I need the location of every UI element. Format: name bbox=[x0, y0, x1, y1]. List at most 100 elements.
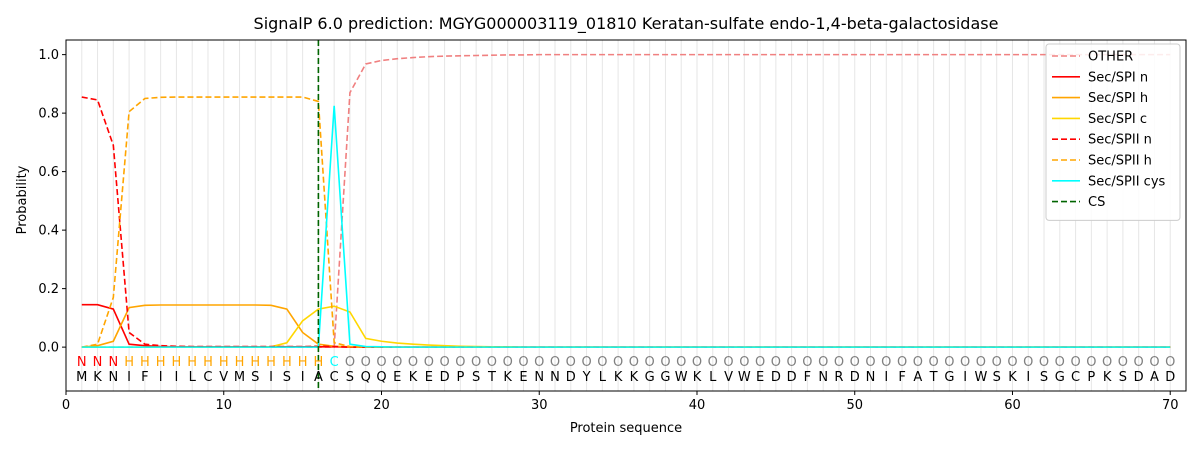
legend-label: Sec/SPII h bbox=[1088, 154, 1152, 169]
residue-label: H bbox=[298, 355, 308, 370]
residue-label: N bbox=[93, 355, 103, 370]
residue-letter: S bbox=[1040, 370, 1048, 385]
residue-label: O bbox=[676, 355, 686, 370]
residue-letter: S bbox=[993, 370, 1001, 385]
x-tick-label: 30 bbox=[531, 398, 548, 413]
sequence-layer: NMNKNNHIHFHIHIHLHCHVHMHSHIHSHIHACCOSOQOQ… bbox=[76, 355, 1175, 385]
x-tick-label: 20 bbox=[373, 398, 390, 413]
residue-label: O bbox=[581, 355, 591, 370]
residue-label: O bbox=[944, 355, 954, 370]
residue-label: O bbox=[1102, 355, 1112, 370]
x-tick-label: 0 bbox=[62, 398, 70, 413]
residue-letter: E bbox=[393, 370, 401, 385]
residue-label: O bbox=[1007, 355, 1017, 370]
residue-letter: S bbox=[283, 370, 291, 385]
residue-label: H bbox=[219, 355, 229, 370]
residue-label: O bbox=[708, 355, 718, 370]
residue-letter: S bbox=[472, 370, 480, 385]
legend-label: Sec/SPI n bbox=[1088, 70, 1148, 85]
residue-label: O bbox=[928, 355, 938, 370]
residue-letter: G bbox=[1055, 370, 1065, 385]
residue-label: H bbox=[172, 355, 182, 370]
residue-letter: L bbox=[709, 370, 717, 385]
residue-label: O bbox=[629, 355, 639, 370]
residue-letter: N bbox=[534, 370, 544, 385]
residue-letter: I bbox=[175, 370, 179, 385]
residue-label: O bbox=[471, 355, 481, 370]
residue-letter: K bbox=[1008, 370, 1017, 385]
residue-label: H bbox=[250, 355, 260, 370]
residue-letter: P bbox=[1087, 370, 1095, 385]
residue-letter: C bbox=[330, 370, 339, 385]
residue-letter: S bbox=[251, 370, 259, 385]
residue-label: O bbox=[1134, 355, 1144, 370]
residue-letter: K bbox=[1103, 370, 1112, 385]
residue-label: O bbox=[1118, 355, 1128, 370]
series-line-other bbox=[81, 53, 1171, 348]
residue-letter: K bbox=[614, 370, 623, 385]
residue-letter: N bbox=[818, 370, 828, 385]
residue-letter: K bbox=[693, 370, 702, 385]
residue-label: O bbox=[692, 355, 702, 370]
residue-letter: Q bbox=[361, 370, 371, 385]
residue-label: C bbox=[330, 355, 339, 370]
residue-letter: K bbox=[93, 370, 102, 385]
plot-frame bbox=[65, 39, 1187, 392]
residue-letter: N bbox=[550, 370, 560, 385]
x-axis-title: Protein sequence bbox=[570, 421, 682, 436]
residue-label: H bbox=[187, 355, 197, 370]
residue-label: O bbox=[1149, 355, 1159, 370]
residue-letter: G bbox=[944, 370, 954, 385]
residue-label: O bbox=[345, 355, 355, 370]
residue-letter: D bbox=[440, 370, 450, 385]
residue-letter: A bbox=[913, 370, 922, 385]
series-line-sec-spii-h bbox=[81, 96, 1171, 348]
residue-label: O bbox=[897, 355, 907, 370]
residue-letter: T bbox=[487, 370, 496, 385]
residue-label: N bbox=[108, 355, 118, 370]
residue-letter: I bbox=[269, 370, 273, 385]
y-axis-title: Probability bbox=[15, 165, 30, 234]
residue-label: O bbox=[392, 355, 402, 370]
residue-letter: E bbox=[425, 370, 433, 385]
residue-letter: M bbox=[234, 370, 245, 385]
residue-letter: V bbox=[219, 370, 228, 385]
residue-letter: E bbox=[519, 370, 527, 385]
residue-letter: S bbox=[346, 370, 354, 385]
residue-label: O bbox=[834, 355, 844, 370]
residue-label: O bbox=[913, 355, 923, 370]
residue-label: O bbox=[613, 355, 623, 370]
residue-label: O bbox=[865, 355, 875, 370]
residue-label: O bbox=[487, 355, 497, 370]
residue-label: O bbox=[976, 355, 986, 370]
residue-label: O bbox=[424, 355, 434, 370]
series-line-sec-spii-n bbox=[81, 96, 1171, 348]
legend-label: OTHER bbox=[1088, 50, 1133, 65]
residue-label: O bbox=[645, 355, 655, 370]
residue-label: H bbox=[266, 355, 276, 370]
residue-label: O bbox=[361, 355, 371, 370]
residue-letter: T bbox=[929, 370, 938, 385]
residue-label: H bbox=[235, 355, 245, 370]
residue-label: O bbox=[518, 355, 528, 370]
residue-letter: I bbox=[159, 370, 163, 385]
residue-letter: I bbox=[301, 370, 305, 385]
residue-letter: D bbox=[787, 370, 797, 385]
x-tick-label: 40 bbox=[689, 398, 706, 413]
residue-label: O bbox=[566, 355, 576, 370]
residue-letter: C bbox=[1071, 370, 1080, 385]
axis-ticks: 0 10 20 30 40 50 60 70 0.0 0.2 0.4 0.6 0.8 1.0 bbox=[38, 48, 1178, 413]
residue-label: O bbox=[771, 355, 781, 370]
residue-letter: D bbox=[1134, 370, 1144, 385]
residue-letter: K bbox=[503, 370, 512, 385]
residue-letter: D bbox=[850, 370, 860, 385]
residue-label: O bbox=[723, 355, 733, 370]
y-tick-label: 0.8 bbox=[38, 107, 59, 122]
residue-label: H bbox=[282, 355, 292, 370]
residue-letter: C bbox=[203, 370, 212, 385]
residue-label: O bbox=[660, 355, 670, 370]
residue-label: N bbox=[77, 355, 87, 370]
series-layer bbox=[81, 53, 1171, 348]
residue-letter: V bbox=[724, 370, 733, 385]
residue-label: O bbox=[739, 355, 749, 370]
